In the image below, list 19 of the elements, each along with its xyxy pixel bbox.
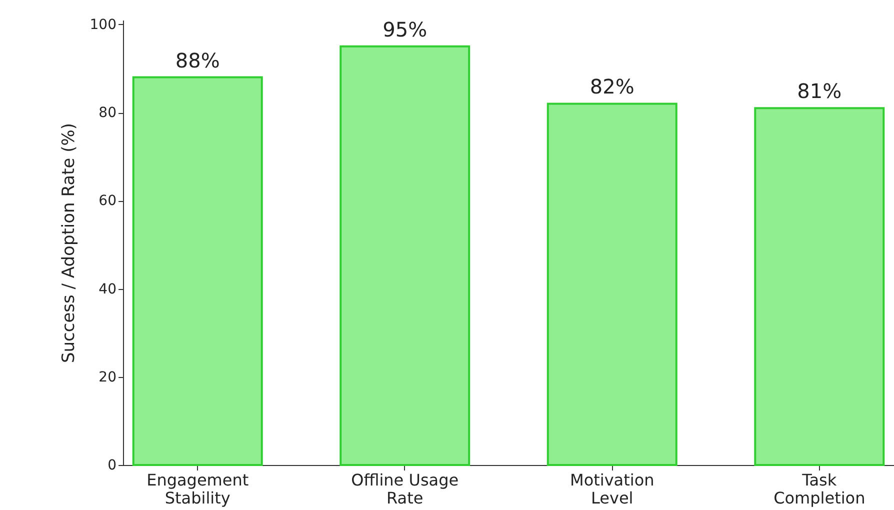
y-tick-label: 40 (98, 281, 116, 298)
x-tick-label: Offline Usage Rate (351, 470, 459, 508)
bar (132, 76, 263, 466)
y-axis-title: Success / Adoption Rate (%) (58, 122, 79, 364)
y-tick-label: 0 (108, 458, 116, 474)
data-label: 95% (382, 17, 428, 42)
data-label: 81% (797, 79, 842, 104)
y-tick-label: 80 (98, 105, 116, 122)
y-tick-label: 60 (98, 193, 116, 210)
x-tick-label: Motivation Level (570, 470, 654, 508)
bar (546, 102, 678, 466)
data-label: 82% (590, 74, 634, 99)
bar (340, 45, 470, 466)
y-tick-label: 100 (90, 16, 116, 33)
x-tick-label: Task Completion (774, 470, 866, 508)
data-label: 88% (175, 48, 220, 72)
y-tick-label: 20 (98, 369, 116, 386)
x-tick-label: Engagement Stability (146, 470, 249, 508)
bar (754, 107, 885, 466)
